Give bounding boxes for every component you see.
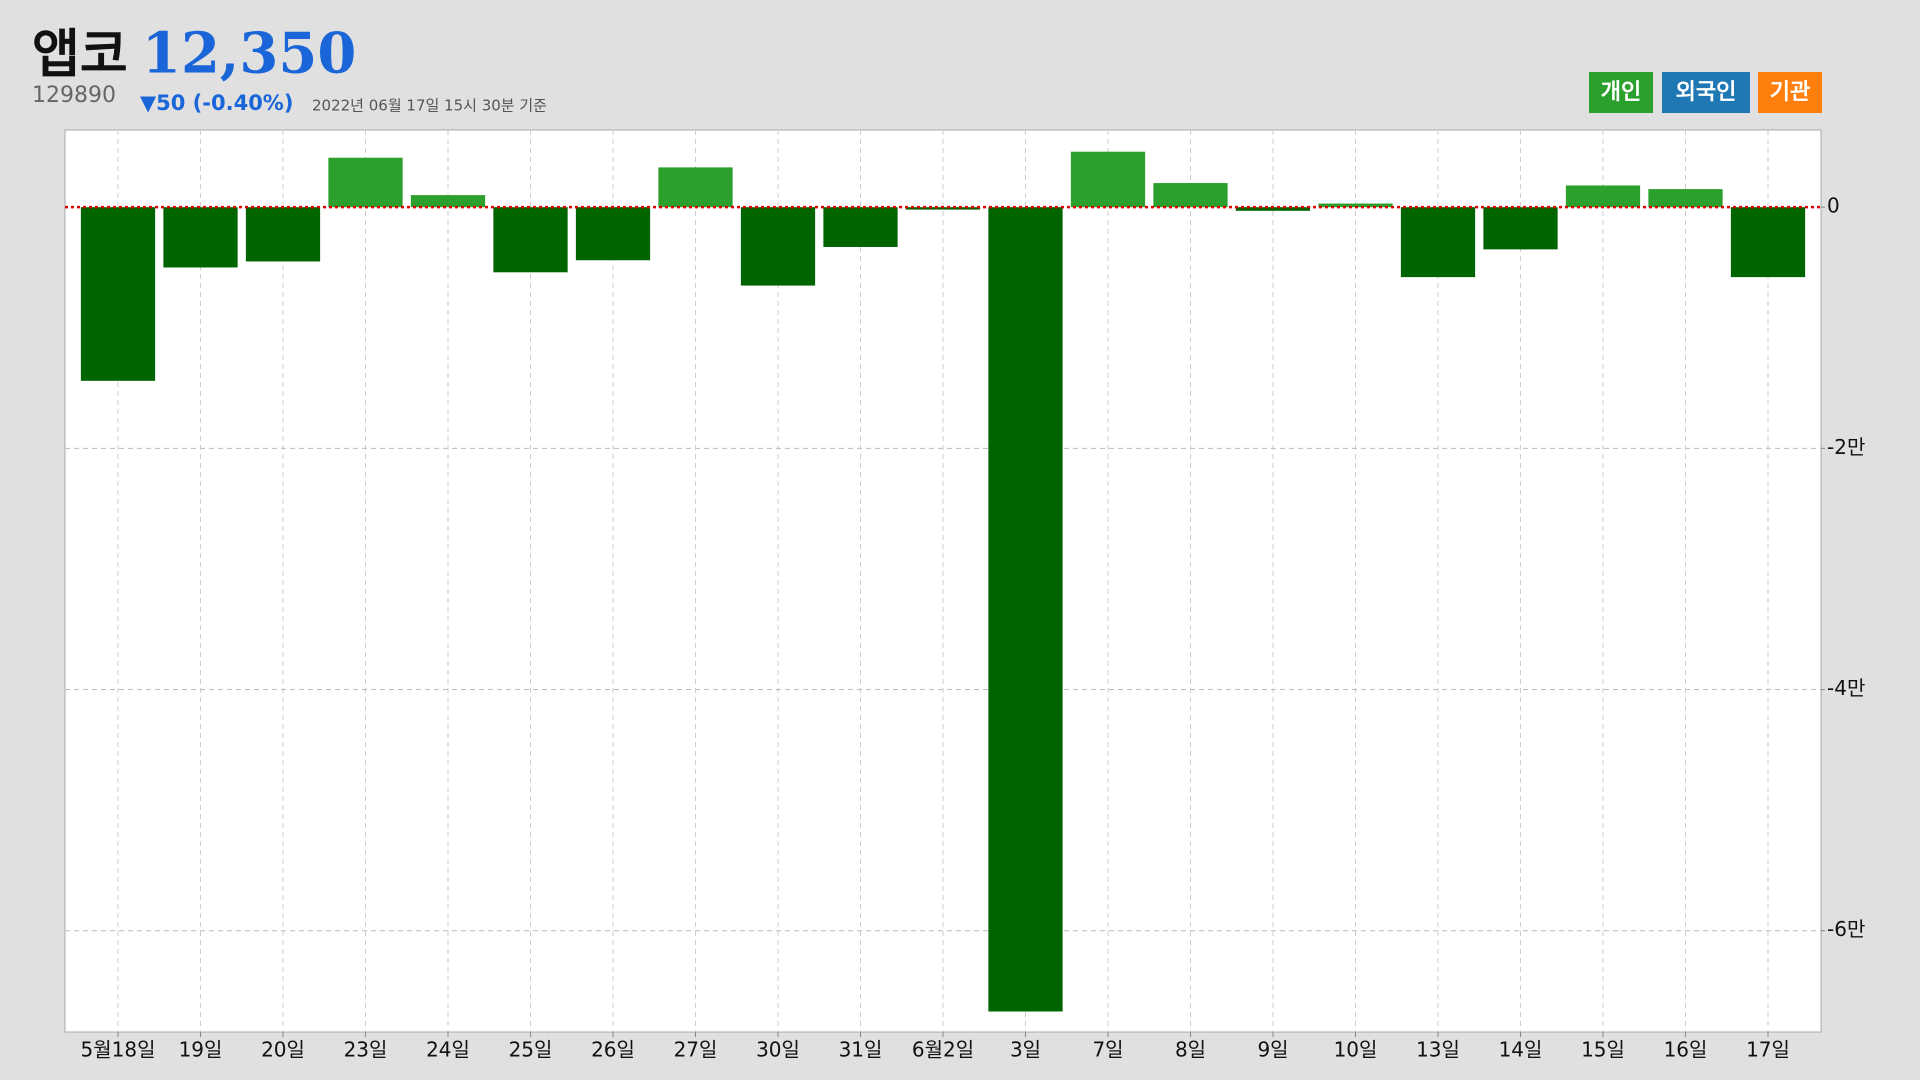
legend-button[interactable] xyxy=(1758,72,1822,113)
bar xyxy=(1153,183,1228,208)
x-tick-label: 3일 xyxy=(1010,1038,1041,1062)
x-tick-label: 26일 xyxy=(591,1038,635,1062)
legend-label[interactable]: 개인 xyxy=(1601,80,1641,105)
bar xyxy=(163,207,238,268)
x-tick-label: 6월2일 xyxy=(912,1038,974,1062)
x-tick-label: 8일 xyxy=(1175,1038,1206,1062)
bar xyxy=(988,207,1063,1012)
x-tick-label: 19일 xyxy=(179,1038,223,1062)
x-tick-label: 7일 xyxy=(1092,1038,1123,1062)
bar xyxy=(245,207,321,262)
stock-name: 앱코 xyxy=(32,25,128,85)
legend-label[interactable]: 기관 xyxy=(1770,80,1810,105)
bar xyxy=(410,195,486,208)
bar xyxy=(1400,207,1476,278)
legend-button[interactable] xyxy=(1662,72,1750,113)
x-tick-label: 15일 xyxy=(1581,1038,1625,1062)
bar xyxy=(493,207,568,273)
bar xyxy=(1648,189,1723,208)
legend-button[interactable] xyxy=(1589,72,1653,113)
stock-code: 129890 xyxy=(32,83,116,108)
y-tick-label: -6만 xyxy=(1827,917,1865,941)
bar xyxy=(1730,207,1806,278)
x-tick-label: 9일 xyxy=(1257,1038,1288,1062)
bar xyxy=(658,167,733,208)
legend-label[interactable]: 외국인 xyxy=(1676,80,1737,105)
bar xyxy=(80,207,156,381)
bar xyxy=(823,207,898,247)
x-tick-label: 31일 xyxy=(839,1038,883,1062)
x-tick-label: 25일 xyxy=(509,1038,553,1062)
y-tick-label: -2만 xyxy=(1827,435,1865,459)
y-tick-label: 0 xyxy=(1827,194,1840,218)
bar xyxy=(575,207,651,261)
x-tick-label: 16일 xyxy=(1664,1038,1708,1062)
bar xyxy=(1318,203,1393,208)
bar xyxy=(328,157,403,208)
y-tick-label: -4만 xyxy=(1827,676,1865,700)
bar xyxy=(1483,207,1558,250)
x-tick-label: 27일 xyxy=(674,1038,718,1062)
x-tick-label: 30일 xyxy=(756,1038,800,1062)
x-tick-label: 20일 xyxy=(261,1038,305,1062)
x-tick-label: 13일 xyxy=(1416,1038,1460,1062)
bar xyxy=(1070,151,1146,208)
bar xyxy=(1565,185,1641,208)
bar xyxy=(740,207,816,286)
timestamp: 2022년 06월 17일 15시 30분 기준 xyxy=(312,97,547,115)
x-tick-label: 24일 xyxy=(426,1038,470,1062)
x-tick-label: 17일 xyxy=(1746,1038,1790,1062)
x-tick-label: 14일 xyxy=(1499,1038,1543,1062)
x-tick-label: 10일 xyxy=(1334,1038,1378,1062)
x-tick-label: 5월18일 xyxy=(81,1038,156,1062)
stock-price: 12,350 xyxy=(142,21,356,87)
x-tick-label: 23일 xyxy=(344,1038,388,1062)
bar xyxy=(1235,207,1311,211)
price-change: ▼50 (-0.40%) xyxy=(140,91,293,115)
